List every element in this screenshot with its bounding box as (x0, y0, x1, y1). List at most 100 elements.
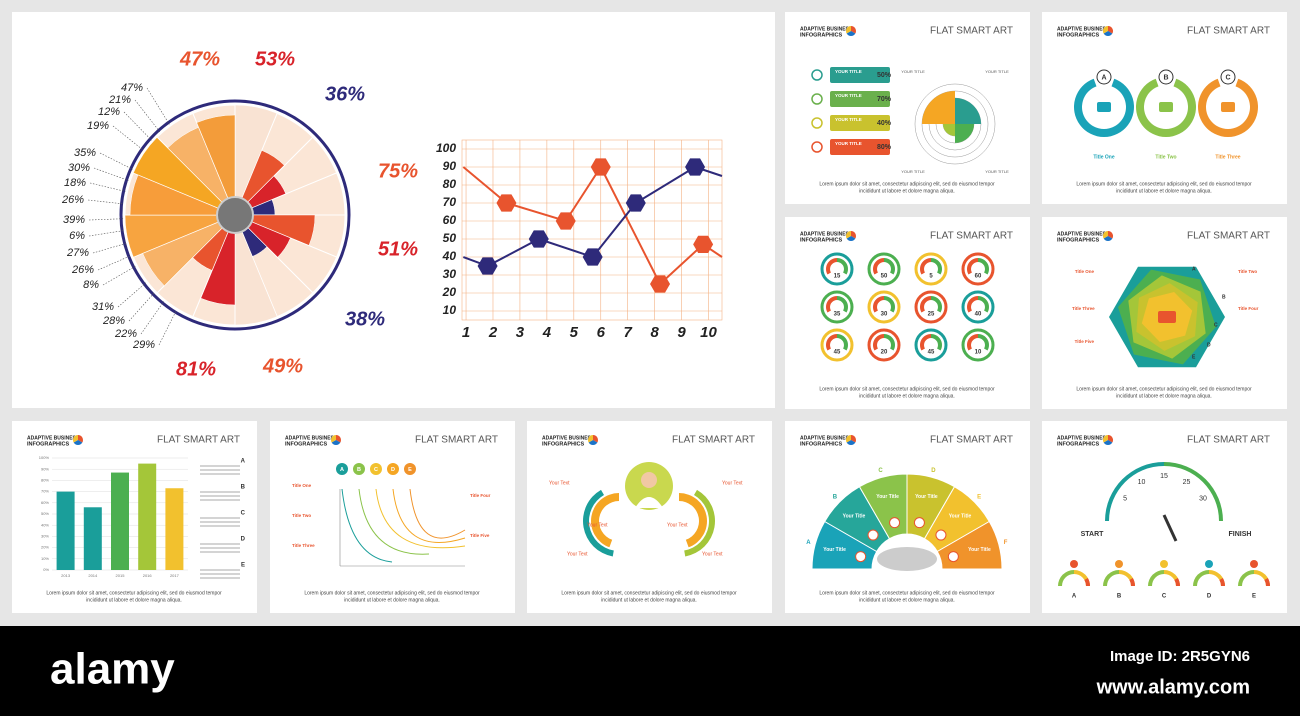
gauge-arc (872, 258, 884, 275)
label: 50% (877, 72, 892, 79)
label: INFOGRAPHICS (27, 441, 70, 447)
label: INFOGRAPHICS (1057, 32, 1100, 38)
gauge-arc (966, 258, 978, 275)
brand-icon (851, 26, 856, 34)
leader-line (99, 152, 133, 170)
brand-icon (73, 435, 78, 443)
decay-curve (375, 488, 466, 549)
label: FLAT SMART ART (930, 435, 1013, 446)
label: 70 (443, 195, 457, 209)
label: 30% (68, 162, 90, 174)
bar (165, 488, 184, 570)
leader-line (112, 125, 144, 151)
icon (1160, 560, 1168, 568)
label: FLAT SMART ART (930, 231, 1013, 242)
label: 45 (928, 350, 935, 356)
label: 2 (488, 324, 498, 341)
label: INFOGRAPHICS (542, 441, 585, 447)
label: C (1162, 594, 1167, 600)
label: B (357, 467, 361, 473)
label: 2013 (61, 573, 71, 578)
brand-icon (1103, 31, 1113, 36)
label: FINISH (1229, 531, 1252, 538)
label: 27% (66, 247, 89, 259)
gauge-arc (837, 296, 849, 313)
label: C (878, 468, 883, 474)
brand-icon (846, 236, 856, 242)
label: incididunt ut labore et dolore magna ali… (859, 393, 955, 399)
label: Your Text (667, 522, 688, 528)
label: Your Title (823, 547, 846, 553)
leader-line (102, 265, 136, 286)
label: 35% (74, 147, 96, 159)
label: Title Two (1155, 154, 1176, 160)
label: INFOGRAPHICS (800, 441, 843, 447)
label: D (391, 467, 395, 473)
pin (370, 463, 382, 475)
brand-icon (1108, 231, 1113, 239)
label: 31% (92, 301, 114, 313)
label: YOUR TITLE (835, 69, 862, 74)
icon (811, 69, 823, 81)
title-box (830, 91, 890, 107)
gauge-arc (978, 334, 990, 351)
gauge-arc (919, 296, 931, 313)
label: incididunt ut labore et dolore magna ali… (859, 597, 955, 603)
label: 53% (255, 48, 295, 70)
icon (1097, 102, 1111, 112)
label: 1 (462, 324, 470, 341)
bar (83, 507, 102, 570)
label: 70% (877, 96, 892, 103)
icon (889, 517, 901, 529)
brand-icon (851, 435, 856, 443)
label: 25 (1183, 479, 1191, 486)
brand-icon (336, 435, 342, 443)
label: 29% (132, 339, 155, 351)
brand-icon (587, 435, 593, 443)
label: 60 (443, 213, 457, 227)
mini-gauge (1103, 570, 1119, 586)
label: 7 (624, 324, 633, 341)
label: FLAT SMART ART (1187, 231, 1270, 242)
gauge-arc (884, 258, 896, 275)
label: B (1163, 74, 1168, 81)
needle (1162, 514, 1178, 542)
label: F (1004, 540, 1008, 546)
label: 2014 (88, 573, 98, 578)
label: A (340, 467, 344, 473)
label: D (1207, 342, 1211, 348)
arc (684, 489, 715, 557)
label: 51% (378, 238, 418, 260)
label: B (241, 485, 246, 491)
label: C (241, 511, 246, 517)
gauge-arc (884, 296, 896, 313)
label: 30 (881, 312, 888, 318)
point-marker (685, 158, 706, 176)
label: ADAPTIVE BUSINESS (800, 26, 853, 32)
label: 90 (443, 159, 457, 173)
icon (1221, 102, 1235, 112)
label: Lorem ipsum dolor sit amet, consectetur … (304, 590, 480, 596)
label: 3 (516, 324, 525, 341)
label: Lorem ipsum dolor sit amet, consectetur … (1076, 386, 1252, 392)
slide (270, 421, 515, 613)
radial-rim (119, 99, 351, 331)
label: Your Text (549, 480, 570, 486)
brand-icon (1103, 435, 1108, 443)
slide (785, 12, 1030, 204)
leader-line (89, 182, 126, 192)
label: FLAT SMART ART (157, 435, 240, 446)
gauge-arc (837, 258, 849, 275)
title-box (830, 115, 890, 131)
leader-line (158, 310, 177, 346)
label: Your Title (949, 513, 972, 519)
label: incididunt ut labore et dolore magna ali… (86, 597, 182, 603)
slide (527, 421, 772, 613)
head (641, 472, 657, 488)
label: 5 (570, 324, 579, 341)
label: Your Title (915, 494, 938, 500)
label: C (1225, 74, 1230, 81)
label: Title Three (292, 543, 315, 548)
world-map (877, 547, 937, 571)
label: FLAT SMART ART (930, 26, 1013, 37)
